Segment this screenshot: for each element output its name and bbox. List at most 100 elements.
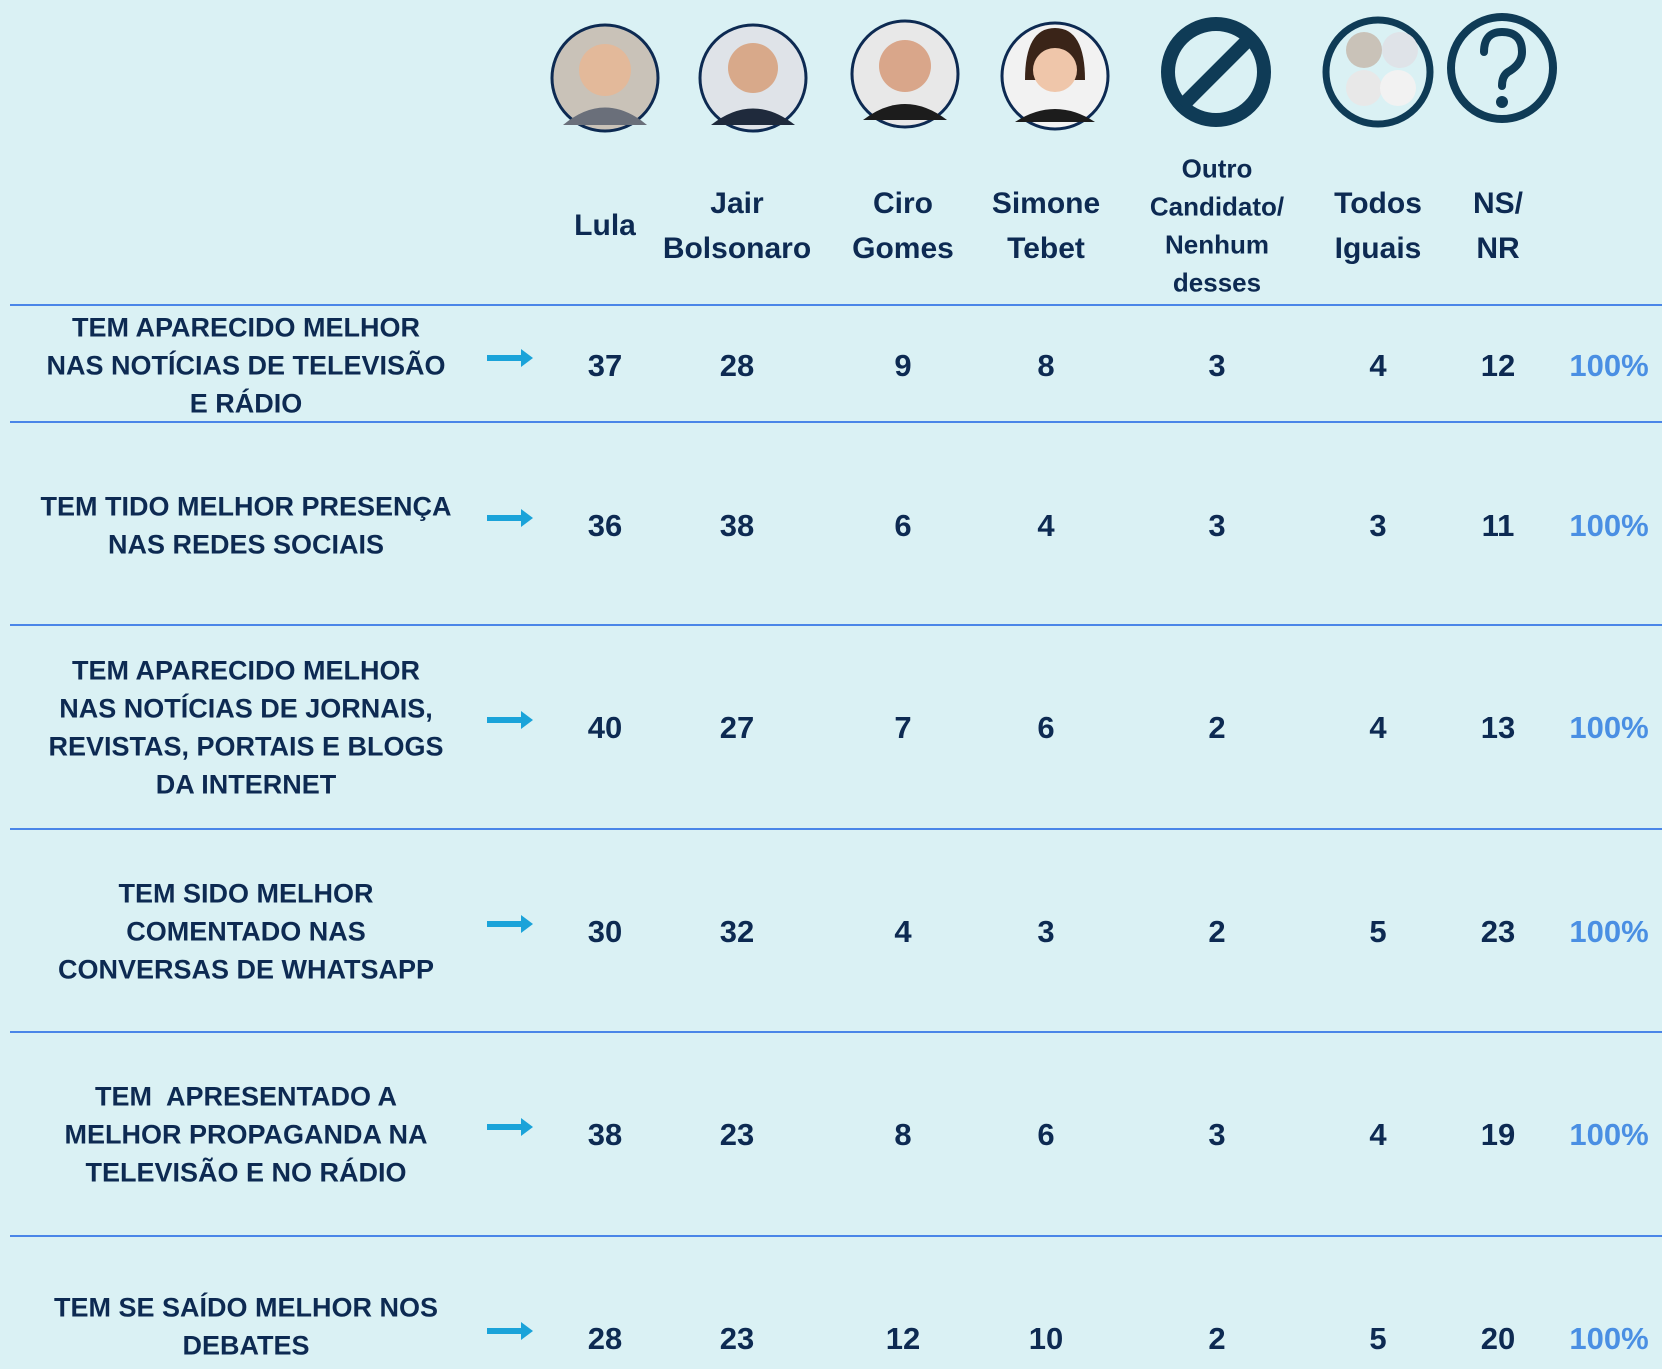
cell-value: 5 [1369, 1321, 1387, 1356]
row-label: DEBATES [182, 1330, 310, 1361]
column-header: Outro [1181, 153, 1253, 184]
row-total: 100% [1569, 710, 1649, 745]
candidate-photo [1000, 21, 1110, 131]
column-icons [550, 13, 1557, 133]
cell-value: 30 [587, 914, 623, 949]
cell-value: 40 [587, 710, 623, 745]
cell-value: 4 [894, 914, 912, 949]
arrow [487, 349, 533, 367]
cell-value: 9 [894, 348, 912, 383]
cell-value: 12 [885, 1321, 921, 1356]
cell-value: 28 [719, 348, 755, 383]
cell-value: 3 [1208, 508, 1226, 543]
arrow [487, 509, 533, 527]
row-label: CONVERSAS DE WHATSAPP [57, 954, 435, 985]
row-label: COMENTADO NAS [126, 916, 366, 947]
cell-value: 32 [719, 914, 755, 949]
arrow [487, 711, 533, 729]
row-label: DA INTERNET [155, 769, 337, 800]
cell-value: 5 [1369, 914, 1387, 949]
row-divider [10, 828, 1662, 830]
cell-value: 19 [1480, 1117, 1516, 1152]
none-icon [1161, 17, 1271, 127]
column-header: NS/ [1472, 186, 1524, 220]
cell-value: 8 [1037, 348, 1055, 383]
arrow [487, 1322, 533, 1340]
cell-value: 4 [1369, 1117, 1387, 1152]
column-header: Tebet [1007, 231, 1085, 265]
row-divider [10, 624, 1662, 626]
cell-value: 6 [894, 508, 912, 543]
row-label: TEM SIDO MELHOR [118, 878, 374, 909]
all-candidates-icon [1322, 16, 1434, 128]
row-divider [10, 1235, 1662, 1237]
row-label: TEM TIDO MELHOR PRESENÇA [40, 491, 452, 522]
row-label: TEM APRESENTADO A [94, 1081, 398, 1112]
column-header: NR [1476, 231, 1520, 265]
cell-value: 4 [1037, 508, 1055, 543]
cell-value: 36 [587, 508, 623, 543]
column-header: Iguais [1334, 231, 1422, 265]
column-header: Ciro [873, 186, 933, 220]
candidate-photo [850, 19, 960, 129]
column-header: desses [1172, 267, 1262, 298]
cell-value: 11 [1481, 508, 1515, 543]
row-divider [10, 1031, 1662, 1033]
cell-value: 7 [894, 710, 912, 745]
arrow [487, 915, 533, 933]
cell-value: 12 [1480, 348, 1516, 383]
cell-value: 4 [1369, 348, 1387, 383]
column-header: Nenhum [1165, 229, 1269, 260]
row-total: 100% [1569, 1117, 1649, 1152]
row-label: TEM SE SAÍDO MELHOR NOS [53, 1292, 439, 1323]
cell-value: 23 [719, 1321, 755, 1356]
cell-value: 10 [1028, 1321, 1064, 1356]
cell-value: 27 [719, 710, 755, 745]
cell-value: 3 [1208, 1117, 1226, 1152]
cell-value: 23 [719, 1117, 755, 1152]
cell-value: 3 [1208, 348, 1226, 383]
candidate-photo [698, 23, 808, 133]
cell-value: 2 [1208, 1321, 1226, 1356]
row-total: 100% [1569, 348, 1649, 383]
arrow [487, 1118, 533, 1136]
cell-value: 38 [587, 1117, 623, 1152]
column-header: Candidato/ [1149, 191, 1285, 222]
row-divider [10, 421, 1662, 423]
cell-value: 37 [587, 348, 623, 383]
cell-value: 6 [1037, 1117, 1055, 1152]
candidate-photo [550, 23, 660, 133]
cell-value: 8 [894, 1117, 912, 1152]
unknown-icon [1447, 13, 1557, 123]
row-label: TELEVISÃO E NO RÁDIO [85, 1157, 407, 1188]
cell-value: 13 [1480, 710, 1516, 745]
column-header: Lula [574, 209, 636, 242]
cell-value: 23 [1480, 914, 1516, 949]
row-divider [10, 304, 1662, 306]
row-label: NAS REDES SOCIAIS [107, 529, 385, 560]
column-header: Todos [1334, 186, 1422, 220]
column-header: Simone [991, 186, 1101, 220]
row-total: 100% [1569, 1321, 1649, 1356]
column-header: Bolsonaro [662, 231, 812, 265]
cell-value: 2 [1208, 710, 1226, 745]
cell-value: 38 [719, 508, 755, 543]
row-total: 100% [1569, 914, 1649, 949]
cell-value: 28 [587, 1321, 623, 1356]
cell-value: 4 [1369, 710, 1387, 745]
column-header: Jair [710, 186, 764, 220]
row-label: REVISTAS, PORTAIS E BLOGS [48, 731, 444, 762]
cell-value: 3 [1037, 914, 1055, 949]
row-label: MELHOR PROPAGANDA NA [64, 1119, 428, 1150]
row-label: TEM APARECIDO MELHOR [72, 312, 420, 343]
row-label: NAS NOTÍCIAS DE JORNAIS, [59, 693, 433, 724]
cell-value: 6 [1037, 710, 1055, 745]
cell-value: 20 [1480, 1321, 1516, 1356]
